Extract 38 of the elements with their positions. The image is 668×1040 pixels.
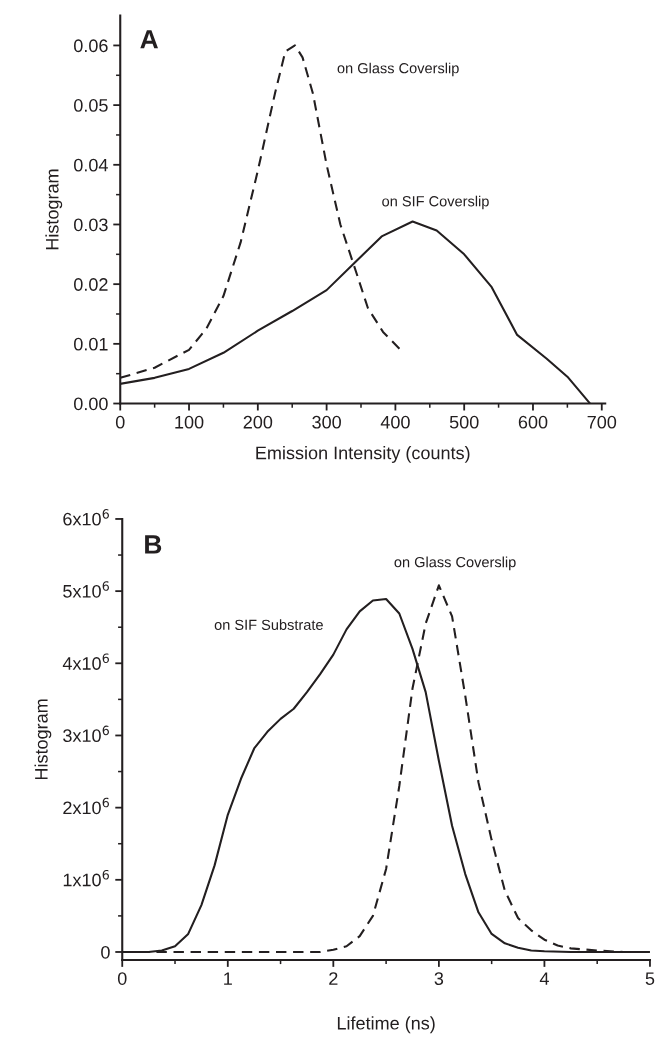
x-tick-label: 600 [518, 415, 548, 429]
y-tick-label: 0.02 [74, 278, 108, 291]
x-tick-label: 2 [329, 972, 338, 985]
x-tick-label: 700 [587, 415, 617, 429]
y-axis-title: Histogram [45, 169, 63, 250]
x-tick-label: 500 [449, 415, 479, 429]
x-tick-label: 3 [434, 972, 444, 985]
series-label: on SIF Coverslip [382, 195, 489, 210]
x-tick-label: 100 [175, 415, 204, 429]
y-axis-title: Histogram [34, 699, 52, 780]
x-axis-title: Emission Intensity (counts) [256, 446, 470, 463]
x-axis-title: Lifetime (ns) [337, 1016, 435, 1034]
y-tick-label: 1x10$^{6}$ [63, 869, 109, 887]
series-label: on Glass Coverslip [337, 62, 459, 77]
annotation: A [140, 30, 158, 49]
annotation: B [145, 535, 162, 554]
y-tick-label: 0.00 [74, 397, 108, 411]
y-tick-label: 0.01 [74, 337, 108, 351]
x-tick-label: 5 [645, 972, 655, 985]
y-tick-label: 2x10$^{6}$ [63, 797, 109, 815]
y-tick-label: 3x10$^{6}$ [63, 725, 109, 743]
y-tick-label: 6x10$^{6}$ [63, 509, 109, 526]
x-tick-label: 400 [380, 415, 410, 429]
y-tick-label: 0.05 [74, 99, 108, 112]
x-tick-label: 300 [312, 415, 341, 429]
y-tick-label: 0.03 [74, 218, 108, 232]
y-tick-label: 0.06 [74, 39, 108, 53]
x-tick-label: 4 [539, 972, 549, 985]
x-tick-label: 1 [224, 972, 232, 985]
x-tick-label: 0 [117, 972, 127, 985]
y-tick-label: 0 [101, 945, 110, 959]
x-tick-label: 200 [243, 415, 273, 429]
y-tick-label: 0.04 [74, 158, 108, 172]
y-tick-label: 4x10$^{6}$ [62, 653, 109, 670]
y-tick-label: 5x10$^{6}$ [63, 581, 109, 598]
series-label: on Glass Coverslip [394, 556, 516, 571]
series-label: on SIF Substrate [214, 619, 323, 630]
x-tick-label: 0 [115, 415, 125, 429]
